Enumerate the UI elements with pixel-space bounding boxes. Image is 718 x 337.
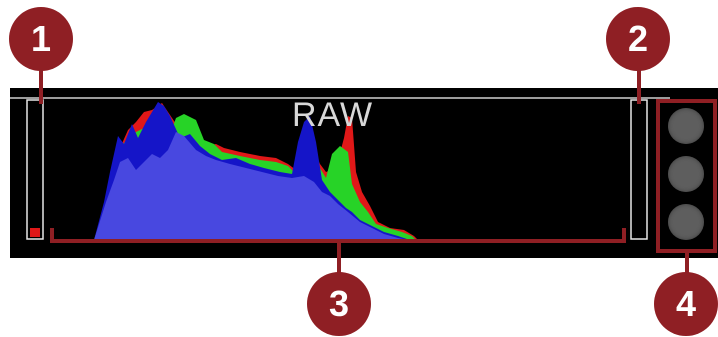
clipping-toggle-button-2[interactable]: [668, 156, 704, 192]
callout-1-leader: [39, 56, 43, 104]
callout-4-leader: [685, 250, 689, 280]
shadow-clipping-indicator: [26, 99, 44, 240]
histogram-graphic: [10, 97, 717, 253]
callout-badge-2: 2: [606, 7, 670, 71]
histogram-panel: RAW: [10, 88, 718, 258]
callout-badge-4: 4: [654, 272, 718, 336]
callout-badge-3: 3: [307, 272, 371, 336]
histogram-mode-label: RAW: [292, 96, 374, 134]
clipping-toggle-button-1[interactable]: [668, 108, 704, 144]
histogram-overlap-region: [94, 132, 408, 240]
callout-badge-1: 1: [9, 7, 73, 71]
shadow-clipping-fill: [30, 228, 40, 237]
highlight-clipping-indicator: [630, 99, 648, 240]
callout-2-leader: [637, 56, 641, 104]
clipping-toggle-button-3[interactable]: [668, 204, 704, 240]
callout-3-leader: [337, 240, 341, 280]
